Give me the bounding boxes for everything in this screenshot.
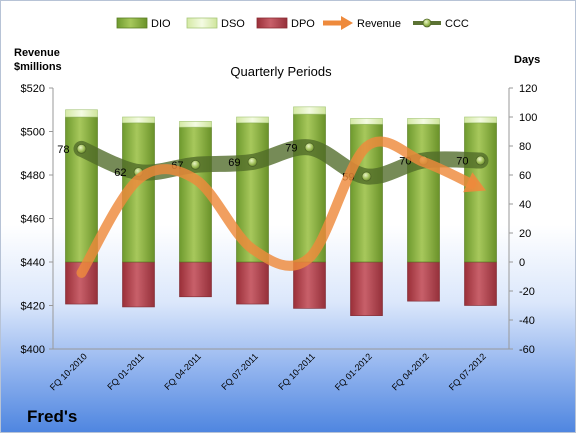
dso-bar — [65, 109, 98, 118]
category-label: FQ 04-2012 — [390, 351, 431, 392]
revenue-curve — [76, 136, 477, 278]
ccc-point — [304, 142, 315, 153]
left-axis-tick-label: $460 — [21, 214, 45, 226]
ccc-point — [361, 171, 372, 182]
category-label: FQ 04-2011 — [162, 351, 203, 392]
right-axis-tick-label: -60 — [519, 344, 535, 356]
ccc-point — [76, 143, 87, 154]
dso-bar — [350, 118, 383, 125]
left-axis-tick-label: $480 — [21, 170, 45, 182]
right-axis-ticks: -60 -40 -20 0 20 40 60 80 100 120 — [509, 83, 537, 356]
dso-bar — [293, 106, 326, 115]
dio-bar — [65, 116, 98, 263]
dio-bar — [464, 122, 497, 263]
dpo-bar — [464, 261, 497, 306]
ccc-data-label: 70 — [456, 156, 468, 168]
ccc-data-label: 62 — [114, 167, 126, 179]
dso-bar — [236, 116, 269, 124]
ccc-data-label: 79 — [285, 142, 297, 154]
right-axis-tick-label: -40 — [519, 315, 535, 327]
legend-swatch-dio — [116, 17, 148, 29]
dso-bar — [407, 118, 440, 125]
dpo-bar — [407, 261, 440, 302]
legend-swatch-dpo — [256, 17, 288, 29]
right-axis-tick-label: 0 — [519, 257, 525, 269]
left-axis-tick-label: $420 — [21, 301, 45, 313]
dpo-bar — [350, 261, 383, 316]
left-axis-tick-label: $500 — [21, 127, 45, 139]
legend-label-dpo: DPO — [291, 18, 315, 30]
right-axis-tick-label: 120 — [519, 83, 537, 95]
left-axis-title-line1: Revenue — [14, 47, 60, 59]
right-axis-tick-label: 20 — [519, 228, 531, 240]
legend-ccc-dot-icon — [422, 18, 432, 28]
legend-label-dio: DIO — [151, 18, 171, 30]
chart-title: Quarterly Periods — [230, 64, 332, 79]
category-label: FQ 07-2011 — [219, 351, 260, 392]
category-label: FQ 01-2012 — [333, 351, 374, 392]
legend-label-revenue: Revenue — [357, 18, 401, 30]
right-axis-tick-label: 100 — [519, 112, 537, 124]
dso-bar — [179, 121, 212, 128]
category-label: FQ 10-2011 — [276, 351, 317, 392]
dso-bar — [122, 116, 155, 124]
right-axis-tick-label: 40 — [519, 199, 531, 211]
dpo-bar — [236, 261, 269, 305]
left-axis-ticks: $400 $420 $440 $460 $480 $500 $520 — [21, 83, 53, 356]
dio-bar — [407, 123, 440, 263]
bars-group — [65, 106, 497, 316]
company-name: Fred's — [27, 407, 78, 426]
category-labels: FQ 10-2010 FQ 01-2011 FQ 04-2011 FQ 07-2011… — [48, 351, 488, 392]
right-axis-tick-label: -20 — [519, 286, 535, 298]
dpo-bar — [293, 261, 326, 309]
dso-bar — [464, 116, 497, 124]
right-axis-title: Days — [514, 54, 540, 66]
legend: DIO DSO DPO Revenue CCC — [116, 16, 469, 30]
revenue-series — [76, 136, 486, 278]
legend-label-ccc: CCC — [445, 18, 469, 30]
dpo-bar — [122, 261, 155, 308]
ccc-data-label: 78 — [57, 144, 69, 156]
category-label: FQ 10-2010 — [48, 351, 89, 392]
left-axis-tick-label: $400 — [21, 344, 45, 356]
left-axis-title-line2: $millions — [14, 61, 62, 73]
left-axis-tick-label: $440 — [21, 257, 45, 269]
ccc-point — [475, 155, 486, 166]
left-axis-tick-label: $520 — [21, 83, 45, 95]
right-axis-tick-label: 60 — [519, 170, 531, 182]
ccc-data-label: 69 — [228, 157, 240, 169]
category-label: FQ 07-2012 — [447, 351, 488, 392]
right-axis-tick-label: 80 — [519, 141, 531, 153]
dpo-bar — [179, 261, 212, 298]
legend-revenue-arrowhead-icon — [341, 16, 353, 30]
revenue-arrowhead — [463, 172, 486, 193]
ccc-point — [190, 159, 201, 170]
category-label: FQ 01-2011 — [105, 351, 146, 392]
legend-swatch-dso — [186, 17, 218, 29]
ccc-point — [247, 157, 258, 167]
legend-label-dso: DSO — [221, 18, 245, 30]
